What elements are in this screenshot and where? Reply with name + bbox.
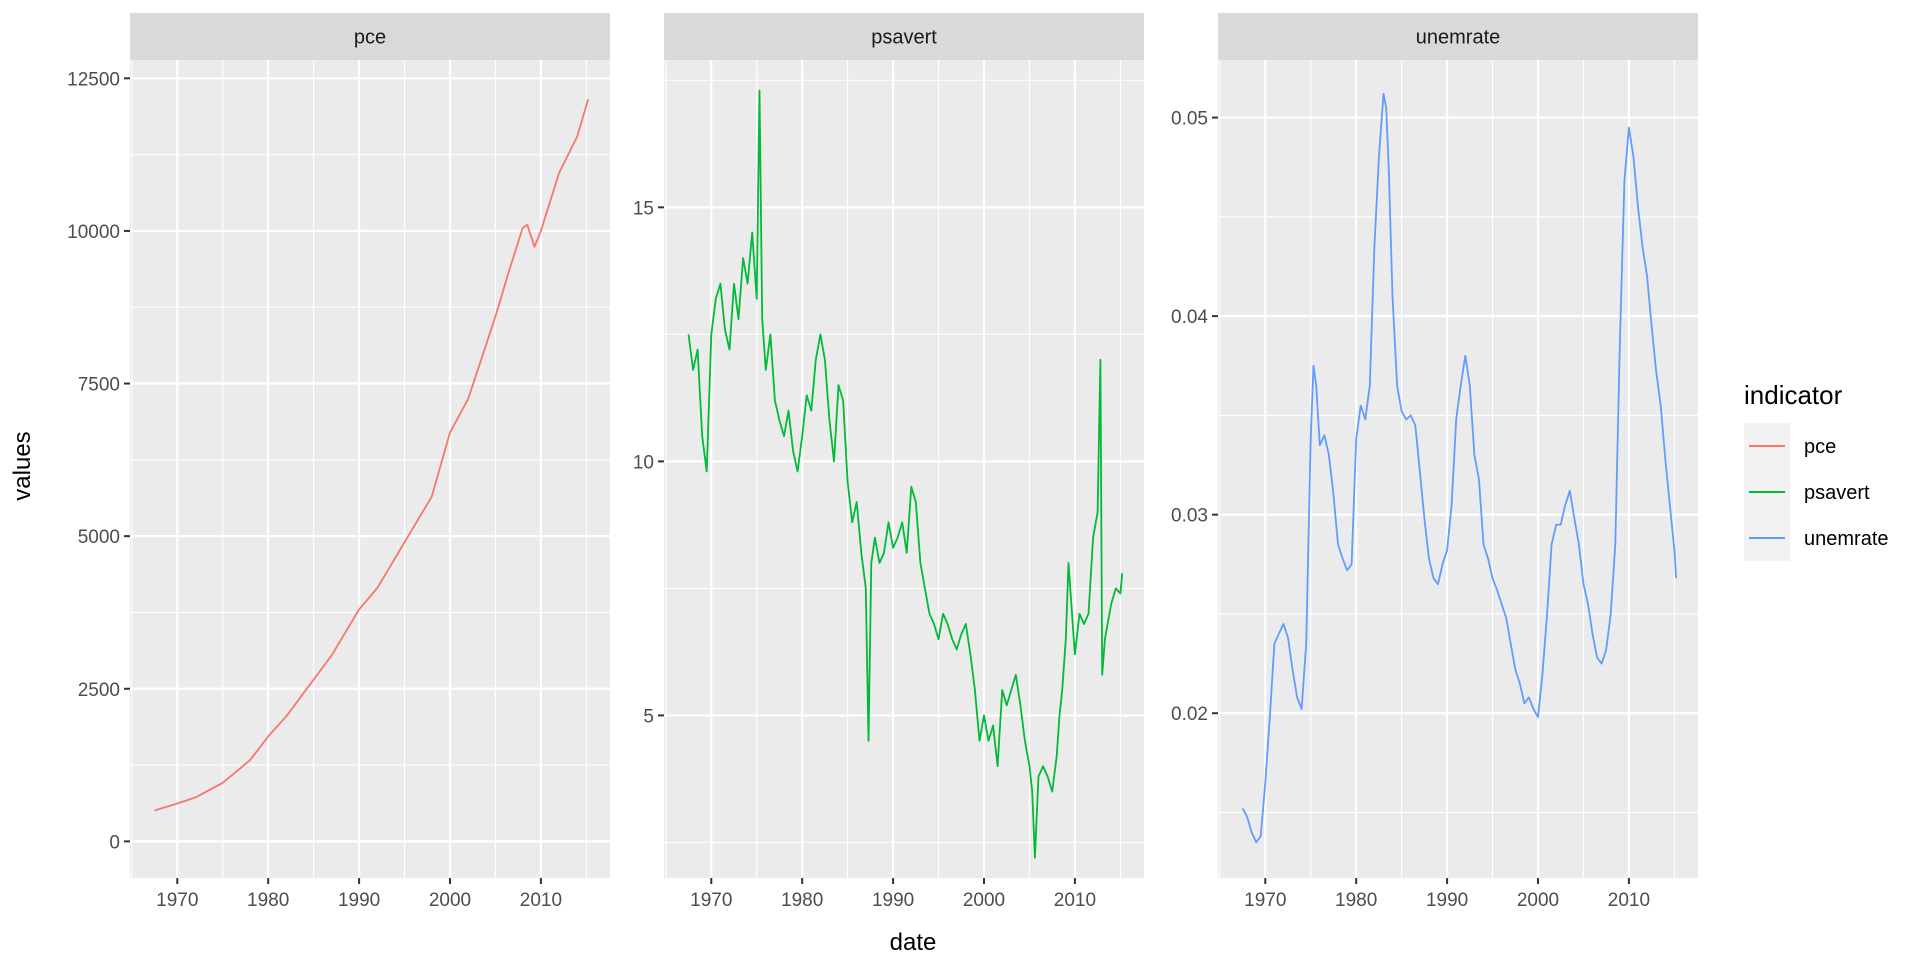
strip-unemrate [1218,13,1698,60]
y-tick-label: 15 [633,198,654,219]
y-axis-title: values [9,431,36,500]
legend-key-psavert: psavert [1744,469,1870,515]
x-tick-label: 2000 [429,890,471,911]
legend-label: psavert [1804,482,1870,504]
x-tick-label: 2010 [520,890,562,911]
panel-psavert: psavert 1970 1980 1990 2000 2010 5 10 15 [633,13,1144,911]
x-tick-label: 1990 [338,890,380,911]
x-tick-label: 1990 [872,890,914,911]
strip-label-pce: pce [354,27,386,49]
plot-background-psavert [664,60,1144,878]
series-line-pce [154,98,590,812]
x-tick-label: 1980 [1335,890,1377,911]
panel-pce: pce 1970 1980 1990 2000 2010 0 2500 5000 7500 1000… [67,13,610,911]
x-tick-label: 2010 [1054,890,1096,911]
legend-key-unemrate: unemrate [1744,515,1889,561]
y-tick-label: 10000 [67,222,120,243]
x-tick-label: 2000 [1517,890,1559,911]
series-line-unemrate [1241,92,1678,844]
y-tick-label: 7500 [78,375,120,396]
x-tick-label: 2000 [963,890,1005,911]
x-tick-label: 2010 [1608,890,1650,911]
x-tick-label: 1980 [781,890,823,911]
y-tick-label: 0.03 [1171,506,1208,527]
y-tick-label: 10 [633,452,654,473]
panel-unemrate: unemrate 1970 1980 1990 2000 2010 0.02 0.03 0.04… [1171,13,1698,911]
series-line-psavert [687,89,1124,859]
legend-key-pce: pce [1744,423,1836,469]
plot-background-pce [130,60,610,878]
strip-label-unemrate: unemrate [1416,27,1501,49]
x-tick-label: 1970 [1244,890,1286,911]
legend: indicator pce psavert unemrate [1744,380,1889,561]
y-tick-label: 2500 [78,680,120,701]
y-tick-label: 5 [643,706,654,727]
y-tick-label: 0.05 [1171,109,1208,130]
legend-label: unemrate [1804,528,1889,550]
x-axis-title: date [890,929,937,956]
x-tick-label: 1980 [247,890,289,911]
plot-background-unemrate [1218,60,1698,878]
legend-label: pce [1804,436,1836,458]
strip-label-psavert: psavert [871,27,937,49]
y-tick-label: 0.02 [1171,704,1208,725]
strip-pce [130,13,610,60]
x-tick-label: 1990 [1426,890,1468,911]
y-tick-label: 5000 [78,527,120,548]
y-tick-label: 12500 [67,69,120,90]
y-tick-label: 0.04 [1171,307,1208,328]
x-tick-label: 1970 [690,890,732,911]
x-tick-label: 1970 [156,890,198,911]
strip-psavert [664,13,1144,60]
y-tick-label: 0 [109,832,120,853]
legend-title: indicator [1744,380,1843,410]
